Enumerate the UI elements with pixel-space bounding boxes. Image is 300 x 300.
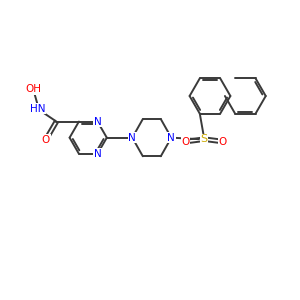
Text: N: N: [167, 133, 175, 143]
Text: O: O: [219, 136, 227, 147]
Text: OH: OH: [25, 85, 41, 94]
Text: N: N: [94, 149, 101, 159]
Text: S: S: [201, 134, 208, 144]
Text: N: N: [128, 133, 136, 143]
Text: O: O: [42, 135, 50, 145]
Text: HN: HN: [30, 104, 46, 114]
Text: O: O: [182, 136, 190, 147]
Text: N: N: [94, 117, 101, 127]
